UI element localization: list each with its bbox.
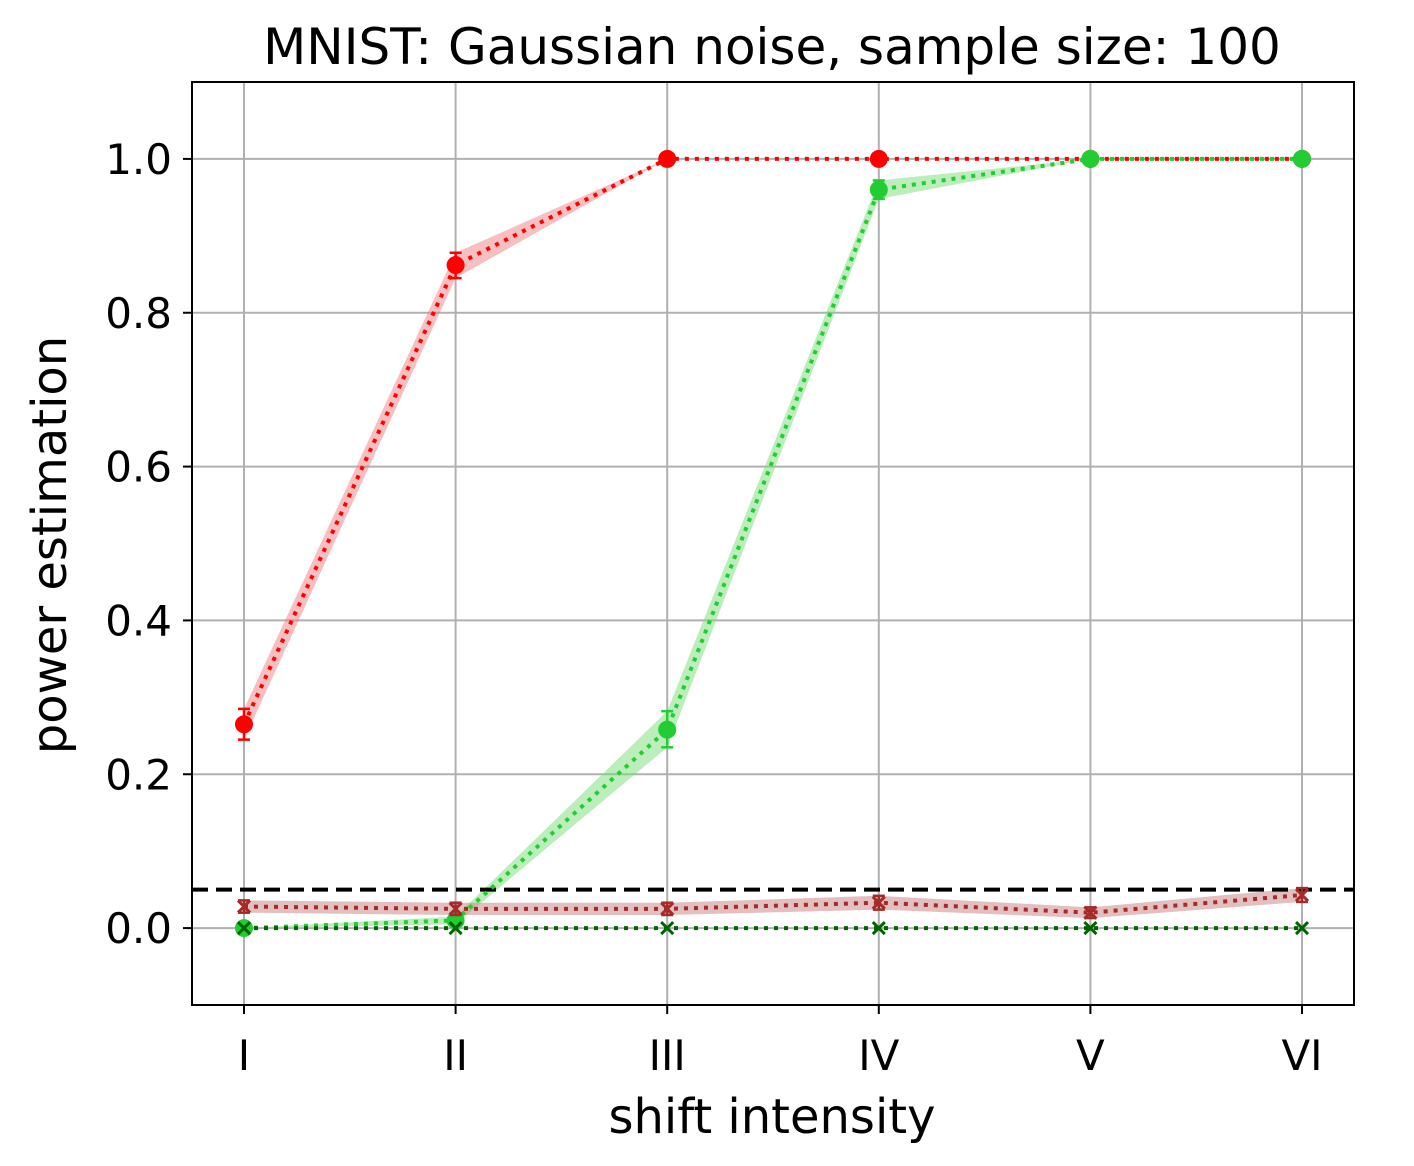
x-tick-label: IV: [858, 1031, 899, 1080]
x-ticks: I II III IV V VI: [238, 1005, 1323, 1080]
x-tick-label: III: [649, 1031, 686, 1080]
data-point: [658, 149, 677, 168]
data-point: [1294, 921, 1310, 936]
y-tick-label: 0.6: [105, 443, 172, 492]
data-point: [446, 256, 465, 275]
y-tick-label: 0.0: [105, 904, 172, 953]
chart-title: MNIST: Gaussian noise, sample size: 100: [263, 18, 1281, 76]
y-tick-label: 0.4: [105, 596, 172, 645]
series-line: [243, 893, 1303, 915]
data-point: [1083, 905, 1098, 920]
data-point: [236, 899, 252, 914]
confidence-band: [244, 888, 1302, 919]
data-point: [869, 149, 888, 168]
y-tick-label: 0.8: [105, 289, 172, 338]
y-ticks: 0.0 0.2 0.4 0.6 0.8 1.0: [105, 135, 192, 953]
x-tick-label: I: [238, 1031, 250, 1080]
data-point: [660, 901, 675, 916]
data-point: [1081, 149, 1100, 168]
data-point: [658, 720, 677, 739]
series-line: [243, 156, 1302, 931]
data-point: [1083, 921, 1098, 936]
series-markers: [235, 149, 1311, 938]
data-point: [448, 901, 463, 916]
data-point: [660, 921, 675, 936]
series-lines: [242, 156, 1303, 931]
confidence-bands: [244, 158, 1302, 929]
x-axis-label: shift intensity: [609, 1089, 936, 1145]
x-tick-label: VI: [1281, 1031, 1322, 1080]
data-point: [448, 921, 463, 936]
data-point: [1294, 887, 1310, 903]
data-point: [236, 921, 252, 936]
series-line: [242, 156, 1302, 726]
y-tick-label: 1.0: [105, 135, 172, 184]
y-axis-label: power estimation: [22, 336, 78, 754]
data-point: [869, 180, 888, 199]
x-tick-label: V: [1076, 1031, 1105, 1080]
grid: [192, 82, 1354, 1005]
data-point: [871, 895, 886, 910]
data-point: [1293, 149, 1311, 168]
y-tick-label: 0.2: [105, 750, 172, 799]
plot-frame: [191, 81, 1355, 1006]
x-tick-label: II: [443, 1031, 468, 1080]
confidence-band: [244, 158, 1302, 929]
data-point: [871, 921, 886, 936]
data-point: [235, 715, 253, 734]
